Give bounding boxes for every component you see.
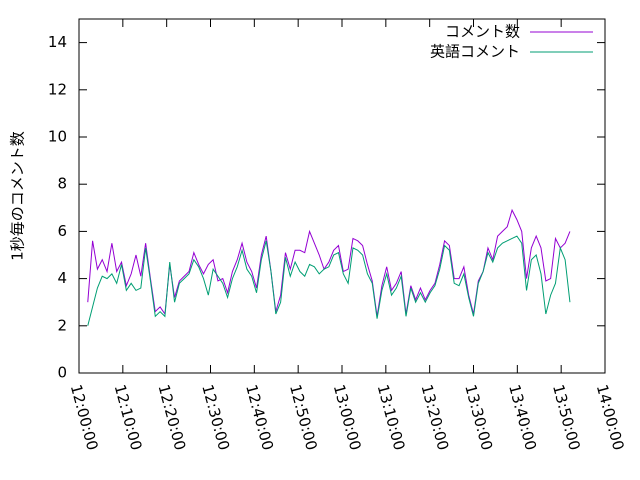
y-tick-label: 14 xyxy=(48,33,67,51)
y-tick-label: 6 xyxy=(57,222,67,240)
y-axis-label: 1秒毎のコメント数 xyxy=(9,131,27,261)
legend-label: 英語コメント xyxy=(430,43,520,61)
y-tick-label: 0 xyxy=(57,364,67,382)
y-tick-label: 2 xyxy=(57,316,67,334)
y-tick-label: 8 xyxy=(57,175,67,193)
series-line xyxy=(87,235,571,326)
y-tick-label: 12 xyxy=(48,80,67,98)
legend-label: コメント数 xyxy=(445,23,520,41)
y-tick-label: 10 xyxy=(48,128,67,146)
y-tick-label: 4 xyxy=(57,269,67,287)
